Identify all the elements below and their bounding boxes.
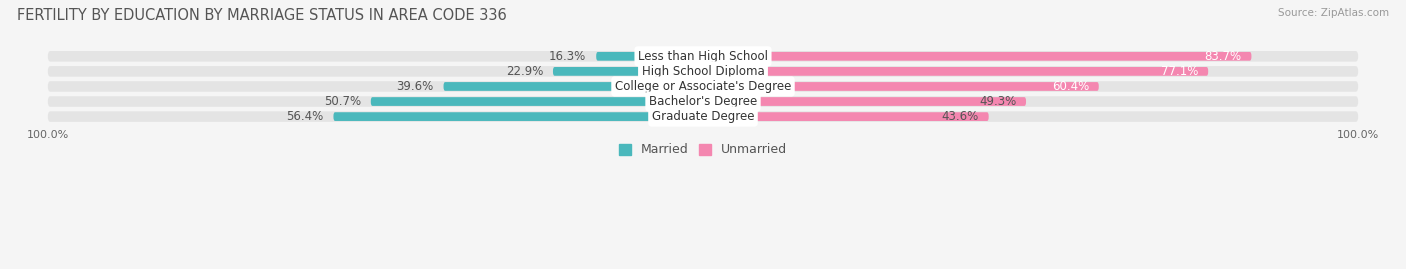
Text: 77.1%: 77.1% — [1161, 65, 1198, 78]
FancyBboxPatch shape — [48, 51, 1358, 62]
Text: 60.4%: 60.4% — [1052, 80, 1088, 93]
Text: 50.7%: 50.7% — [323, 95, 361, 108]
FancyBboxPatch shape — [596, 52, 703, 61]
FancyBboxPatch shape — [703, 52, 1251, 61]
Text: 16.3%: 16.3% — [550, 50, 586, 63]
FancyBboxPatch shape — [333, 112, 703, 121]
FancyBboxPatch shape — [48, 66, 1358, 77]
Text: High School Diploma: High School Diploma — [641, 65, 765, 78]
Text: 56.4%: 56.4% — [287, 110, 323, 123]
FancyBboxPatch shape — [48, 81, 1358, 92]
Text: 83.7%: 83.7% — [1205, 50, 1241, 63]
Text: 22.9%: 22.9% — [506, 65, 543, 78]
Text: College or Associate's Degree: College or Associate's Degree — [614, 80, 792, 93]
FancyBboxPatch shape — [703, 82, 1098, 91]
FancyBboxPatch shape — [703, 112, 988, 121]
Text: 49.3%: 49.3% — [979, 95, 1017, 108]
Text: Source: ZipAtlas.com: Source: ZipAtlas.com — [1278, 8, 1389, 18]
FancyBboxPatch shape — [48, 111, 1358, 122]
FancyBboxPatch shape — [48, 96, 1358, 107]
Text: 39.6%: 39.6% — [396, 80, 433, 93]
Text: Bachelor's Degree: Bachelor's Degree — [650, 95, 756, 108]
Text: 43.6%: 43.6% — [942, 110, 979, 123]
FancyBboxPatch shape — [371, 97, 703, 106]
FancyBboxPatch shape — [703, 97, 1026, 106]
FancyBboxPatch shape — [553, 67, 703, 76]
Legend: Married, Unmarried: Married, Unmarried — [614, 140, 792, 160]
Text: FERTILITY BY EDUCATION BY MARRIAGE STATUS IN AREA CODE 336: FERTILITY BY EDUCATION BY MARRIAGE STATU… — [17, 8, 506, 23]
Text: Less than High School: Less than High School — [638, 50, 768, 63]
FancyBboxPatch shape — [443, 82, 703, 91]
Text: Graduate Degree: Graduate Degree — [652, 110, 754, 123]
FancyBboxPatch shape — [703, 67, 1208, 76]
